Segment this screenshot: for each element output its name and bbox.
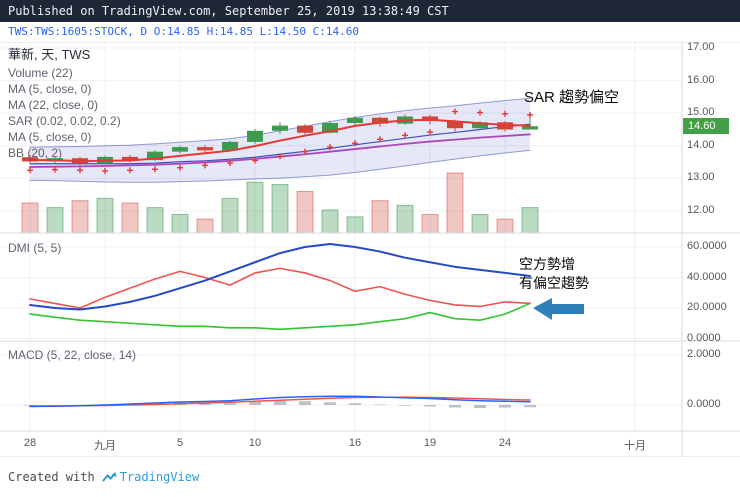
legend-ma5: MA (5, close, 0): [8, 82, 92, 96]
dmi-axis-label: 40.0000: [687, 270, 727, 283]
last-price-badge: 14.60: [683, 118, 729, 134]
symbol-title: 華新, 天, TWS: [8, 47, 91, 62]
time-axis-label: 28: [23, 437, 37, 449]
time-axis-label: 19: [423, 437, 437, 449]
tradingview-logo-icon: [101, 471, 117, 482]
dmi-axis-label: 0.0000: [687, 331, 721, 344]
footer-bar: Created with TradingView: [0, 457, 740, 497]
price-axis-label: 17.00: [687, 41, 715, 53]
dmi-minus-di-line: [29, 302, 531, 331]
dmi-axis-label: 60.0000: [687, 240, 727, 252]
price-axis-label: 13.00: [687, 171, 715, 184]
bearish-annotation: 空方勢增 有偏空趨勢: [519, 255, 589, 293]
dmi-plus-di-line: [29, 267, 531, 309]
price-axis-label: 15.00: [687, 106, 715, 119]
dmi-adx-line: [29, 242, 531, 311]
time-axis-label: 九月: [94, 440, 116, 452]
legend-volume: Volume (22): [8, 66, 73, 80]
time-axis-label: 5: [176, 437, 184, 449]
legend-ma5b: MA (5, close, 0): [8, 130, 92, 144]
bearish-annotation-line2: 有偏空趨勢: [519, 275, 589, 291]
price-axis-label: 16.00: [687, 73, 715, 86]
price-axis-label: 12.00: [687, 204, 715, 216]
macd-axis-label: 2.0000: [687, 348, 721, 360]
macd-axis-label: 0.0000: [687, 398, 721, 410]
price-axis-label: 14.00: [687, 138, 715, 151]
legend-bb: BB (20, 2): [8, 146, 63, 160]
time-axis-label: 十月: [624, 440, 646, 452]
legend-sar: SAR (0.02, 0.02, 0.2): [8, 114, 121, 128]
dmi-axis-label: 20.0000: [687, 301, 727, 313]
bearish-annotation-line1: 空方勢增: [519, 256, 575, 272]
sar-markers: [27, 108, 533, 174]
ma5-line: [29, 118, 531, 163]
time-axis-label: 24: [498, 437, 512, 449]
legend-ma22: MA (22, close, 0): [8, 98, 99, 112]
published-text: Published on TradingView.com, September …: [8, 4, 449, 18]
macd-indicator-label: MACD (5, 22, close, 14): [8, 348, 137, 362]
time-axis-label: 10: [248, 437, 262, 449]
dmi-indicator-label: DMI (5, 5): [8, 241, 62, 255]
bearish-arrow-icon: [533, 298, 584, 320]
time-axis-label: 16: [348, 437, 362, 449]
symbol-ohlc-bar: TWS:TWS:1605:STOCK, D O:14.85 H:14.85 L:…: [0, 22, 740, 42]
macd-line: [29, 395, 531, 408]
main-legend: 華新, 天, TWS Volume (22) MA (5, close, 0) …: [8, 47, 121, 161]
sar-trend-annotation: SAR 趨勢偏空: [524, 89, 620, 106]
tradingview-brand-link[interactable]: TradingView: [119, 470, 200, 484]
created-with-text: Created with: [8, 470, 95, 484]
published-header-bar: Published on TradingView.com, September …: [0, 0, 740, 22]
symbol-ohlc-text: TWS:TWS:1605:STOCK, D O:14.85 H:14.85 L:…: [8, 25, 359, 38]
